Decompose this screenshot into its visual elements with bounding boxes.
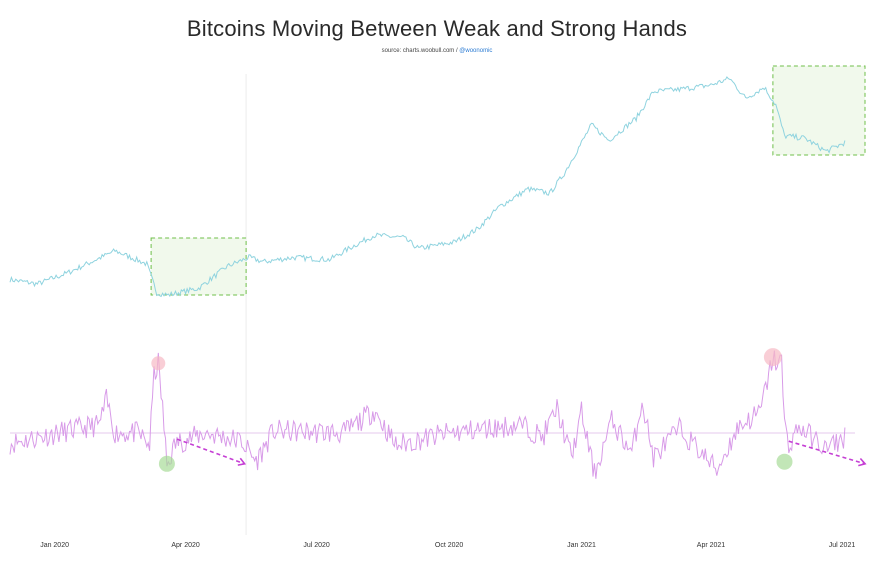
x-tick-label: Oct 2020: [435, 542, 464, 549]
price-series-line: [9, 76, 846, 298]
chart-source: source: charts.woobull.com / @woonomic: [0, 48, 874, 54]
dip-marker-1: [158, 455, 175, 472]
highlight-boxes: [150, 65, 866, 296]
trend-arrow-head-1: [237, 457, 247, 466]
source-prefix: source: charts.woobull.com /: [381, 48, 458, 54]
x-tick-label: Apr 2021: [697, 542, 726, 549]
x-tick-label: Apr 2020: [171, 542, 200, 549]
flow-series-line: [9, 350, 846, 479]
highlight-box-1: [150, 237, 247, 296]
chart-title: Bitcoins Moving Between Weak and Strong …: [186, 16, 688, 41]
spike-marker-2: [763, 348, 782, 367]
x-tick-label: Jan 2020: [40, 542, 69, 549]
x-tick-label: Jul 2021: [829, 542, 856, 549]
trend-arrow-2: [788, 440, 866, 465]
x-tick-label: Jan 2021: [567, 542, 596, 549]
source-handle-link[interactable]: @woonomic: [459, 48, 493, 54]
highlight-box-2: [772, 65, 866, 156]
x-tick-label: Jul 2020: [303, 542, 330, 549]
dip-marker-2: [776, 453, 793, 470]
spike-dip-markers: [151, 348, 793, 472]
trend-arrow-head-2: [858, 457, 867, 467]
x-axis-ticks: Jan 2020 Apr 2020 Jul 2020 Oct 2020 Jan 2021…: [40, 542, 855, 549]
trend-arrow-1: [176, 438, 245, 465]
spike-marker-1: [151, 356, 166, 371]
trend-arrows: [176, 438, 867, 467]
